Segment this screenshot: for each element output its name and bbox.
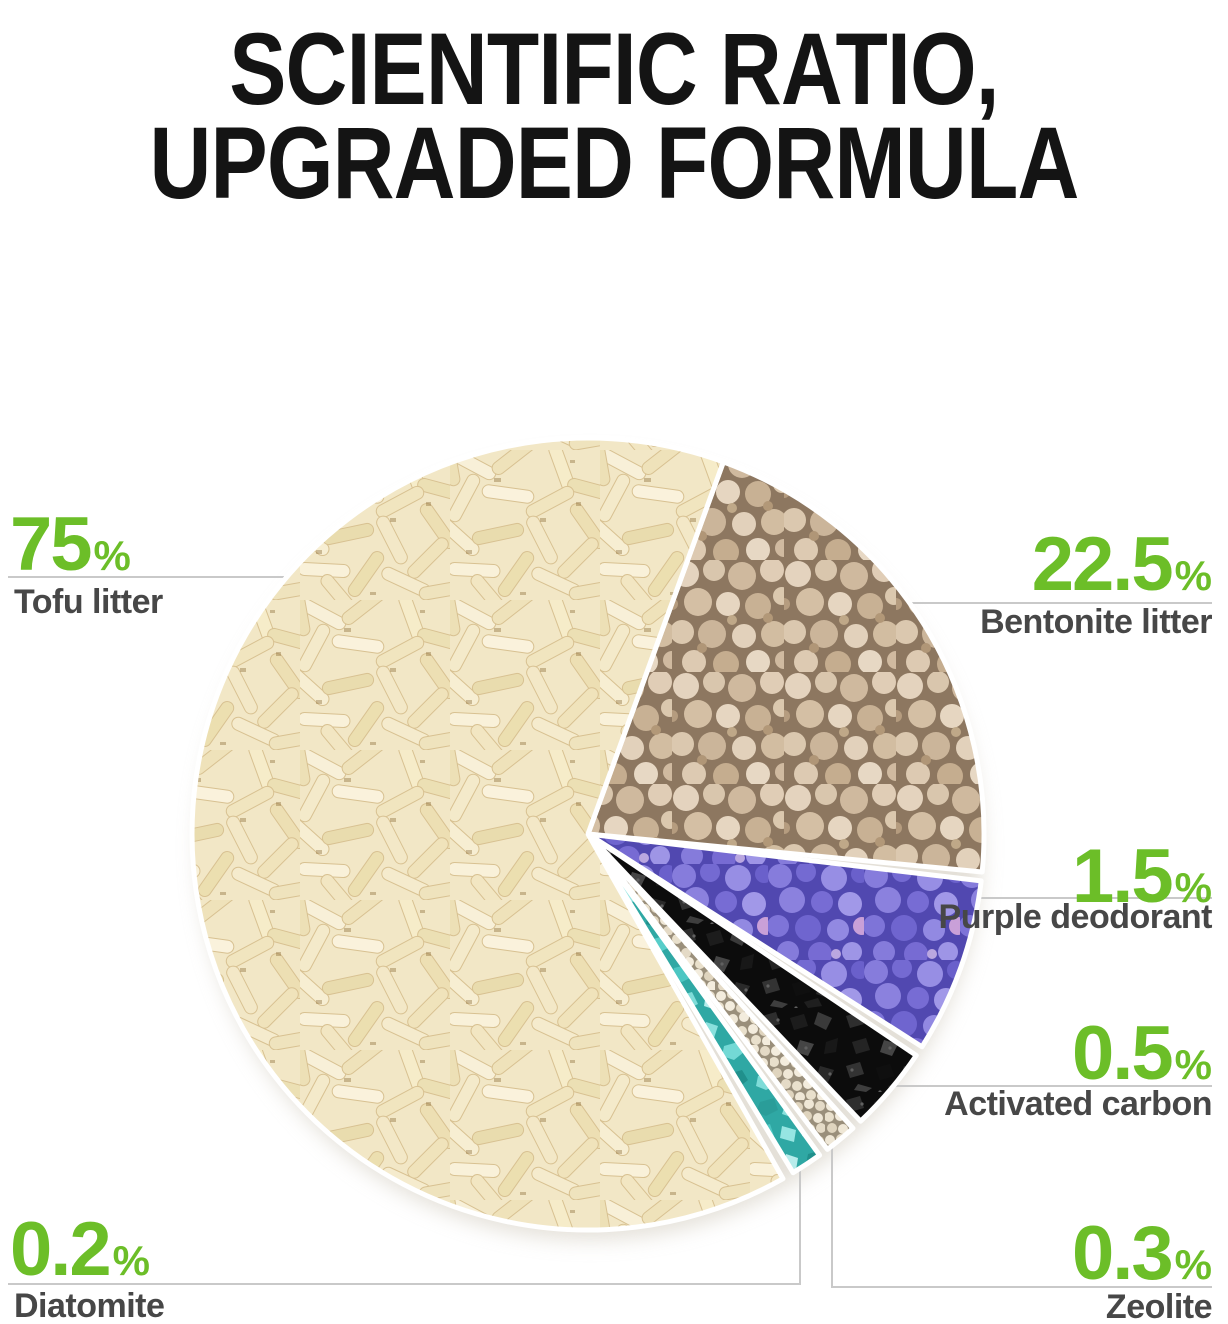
pie-slice-zeolite (585, 831, 856, 1152)
activated-carbon-percentage-value: 0.5 (1071, 1011, 1174, 1096)
zeolite-percentage: 0.3% (1072, 1216, 1212, 1292)
activated-carbon-percent-sign: % (1174, 1041, 1212, 1088)
pie-slice-tofu (189, 435, 786, 1233)
purple-deodorant-percent-sign: % (1174, 864, 1212, 911)
purple-deodorant-percentage-value: 1.5 (1071, 834, 1174, 919)
tofu-category-label: Tofu litter (14, 583, 163, 621)
tofu-percentage: 75% (10, 507, 131, 583)
leader-zeolite (831, 1116, 1212, 1288)
pie-slice-carbon (585, 831, 919, 1124)
page-title: SCIENTIFIC RATIO, UPGRADED FORMULA (0, 12, 1228, 221)
diatomite-percent-sign: % (112, 1237, 151, 1284)
activated-carbon-percentage: 0.5% (1072, 1016, 1212, 1092)
diatomite-category-label: Diatomite (14, 1287, 165, 1324)
bentonite-category-label: Bentonite litter (980, 603, 1212, 641)
bentonite-percent-sign: % (1174, 552, 1212, 599)
title-line-2: UPGRADED FORMULA (149, 106, 1079, 221)
purple-deodorant-category-label: Purple deodorant (938, 898, 1213, 936)
diatomite-percentage-value: 0.2 (10, 1207, 112, 1292)
tofu-percent-sign: % (93, 532, 131, 579)
pie-slices (189, 435, 987, 1233)
pie-slice-purple (585, 831, 984, 1050)
tofu-percentage-value: 75 (10, 502, 93, 587)
leader-diatomite (8, 1146, 801, 1285)
bentonite-percentage-value: 22.5 (1031, 522, 1174, 607)
diatomite-percentage: 0.2% (10, 1212, 150, 1288)
activated-carbon-category-label: Activated carbon (944, 1085, 1212, 1123)
purple-deodorant-percentage: 1.5% (1072, 839, 1212, 915)
zeolite-percentage-value: 0.3 (1071, 1211, 1174, 1296)
pie-slice-diatomite (585, 831, 823, 1176)
zeolite-percent-sign: % (1174, 1241, 1212, 1288)
bentonite-percentage: 22.5% (1032, 527, 1212, 603)
title-line-1: SCIENTIFIC RATIO, (229, 12, 999, 127)
zeolite-category-label: Zeolite (1105, 1288, 1213, 1324)
